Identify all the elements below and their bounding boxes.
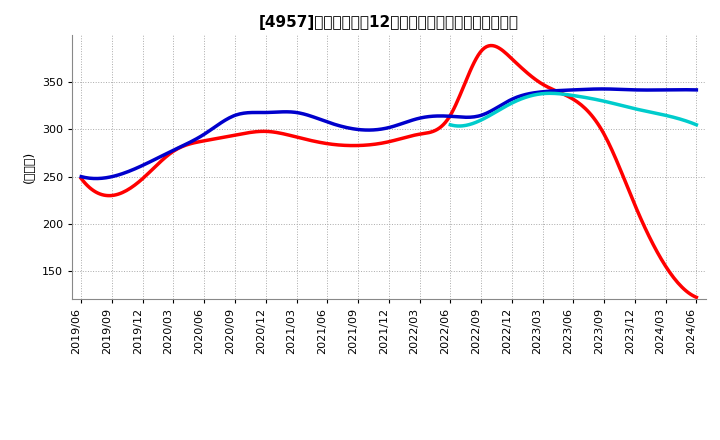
Y-axis label: (百万円): (百万円)	[23, 151, 36, 183]
Title: [4957]　当期純利益12か月移動合計の標準偏差の推移: [4957] 当期純利益12か月移動合計の標準偏差の推移	[258, 15, 519, 30]
